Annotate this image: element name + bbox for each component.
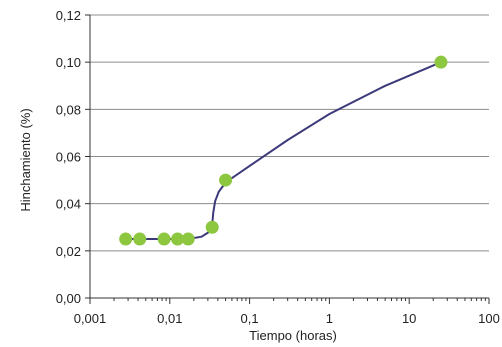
x-tick-label: 10 [402,311,416,326]
data-point [157,232,171,246]
data-point [171,232,185,246]
y-tick-label: 0,08 [56,102,81,117]
y-tick-label: 0,02 [56,244,81,259]
data-point [133,232,147,246]
data-point [434,55,448,69]
y-tick-label: 0,10 [56,55,81,70]
data-point [119,232,133,246]
axes [85,14,490,304]
points-layer [119,55,448,246]
x-tick-label: 0,01 [157,311,182,326]
x-tick-label: 1 [326,311,333,326]
y-tick-label: 0,06 [56,150,81,165]
data-point [181,232,195,246]
x-tick-label: 100 [478,311,500,326]
data-point [205,220,219,234]
y-tick-label: 0,12 [56,8,81,23]
data-point [219,173,233,187]
x-tick-label: 0,1 [241,311,259,326]
x-tick-label: 0,001 [74,311,107,326]
y-tick-label: 0,00 [56,291,81,306]
grid [90,14,489,252]
x-axis-title: Tiempo (horas) [249,328,337,343]
y-axis-title: Hinchamiento (%) [18,108,33,211]
y-tick-label: 0,04 [56,197,81,212]
labels: 0,00 0,02 0,04 0,06 0,08 0,10 0,12 0,001 0,01 0,1… [56,8,500,326]
